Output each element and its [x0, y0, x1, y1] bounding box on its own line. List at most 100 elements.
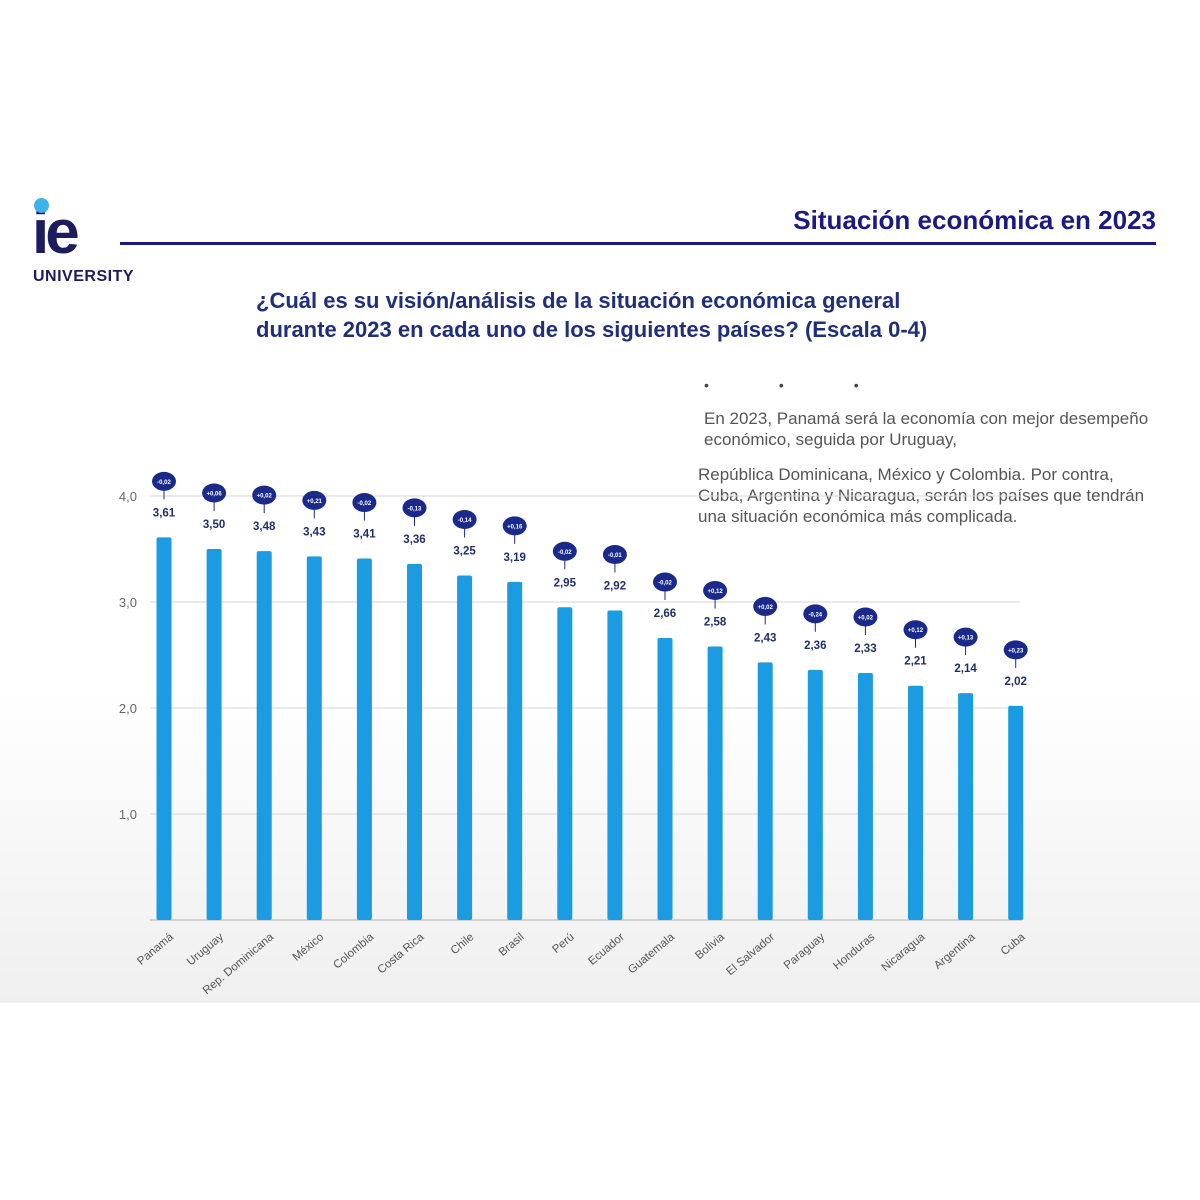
summary-paragraph-1: En 2023, Panamá será la economía con mej…	[704, 409, 1149, 449]
category-label: Honduras	[831, 931, 877, 972]
change-label: +0,23	[1008, 648, 1024, 654]
category-label: Perú	[550, 931, 576, 956]
y-tick-label: 2,0	[119, 701, 137, 716]
change-badge	[903, 620, 928, 640]
value-label: 2,58	[704, 617, 727, 629]
bar-7	[457, 575, 473, 920]
bar-1	[156, 537, 172, 920]
bar-5	[356, 558, 372, 920]
category-label: Ecuador	[586, 931, 627, 968]
title-divider	[120, 242, 1156, 245]
change-label: -0,13	[408, 506, 422, 512]
value-label: 2,66	[654, 608, 676, 620]
change-label: -0,02	[558, 550, 572, 556]
change-label: +0,02	[858, 616, 874, 622]
change-label: -0,24	[808, 612, 822, 618]
change-badge	[1003, 640, 1028, 660]
change-badge	[803, 604, 828, 624]
value-label: 2,43	[754, 632, 776, 644]
change-label: +0,02	[257, 494, 273, 500]
value-label: 2,95	[554, 577, 577, 589]
change-label: -0,01	[608, 553, 622, 559]
bar-16	[908, 685, 923, 920]
change-label: +0,16	[507, 524, 523, 530]
change-badge	[753, 596, 778, 616]
value-label: 2,36	[804, 640, 826, 652]
change-badge	[352, 493, 377, 513]
value-label: 3,43	[303, 526, 325, 538]
bar-13	[757, 662, 773, 920]
change-badge	[552, 541, 577, 561]
change-label: +0,21	[307, 499, 323, 505]
value-label: 2,14	[954, 663, 977, 675]
value-label: 3,61	[153, 507, 176, 519]
value-label: 3,48	[253, 521, 276, 533]
category-label: Argentina	[932, 931, 978, 972]
change-badge	[252, 485, 277, 505]
bar-15	[857, 673, 873, 920]
category-label: Paraguay	[782, 931, 828, 972]
change-label: -0,02	[358, 501, 372, 507]
bar-6	[407, 563, 422, 920]
value-label: 2,92	[604, 580, 626, 592]
change-badge	[302, 490, 327, 510]
ie-university-logo: ie UNIVERSITY	[28, 196, 148, 296]
bar-chart: 1,0 2,0 3,0 4,0 3,61 -0,02 Panamá 3,50 +0,06 Urug…	[119, 471, 1028, 997]
bar-18	[1008, 705, 1024, 920]
y-tick-label: 1,0	[119, 807, 137, 822]
category-label: Brasil	[497, 931, 527, 959]
bar-11	[657, 638, 673, 920]
bar-2	[206, 549, 222, 920]
value-label: 3,50	[203, 519, 225, 531]
change-badge	[853, 607, 878, 627]
category-label: Cuba	[999, 931, 1028, 958]
decorative-dots: •••	[704, 377, 929, 393]
value-label: 3,36	[403, 534, 425, 546]
change-label: +0,13	[958, 636, 974, 642]
y-tick-label: 4,0	[119, 489, 137, 504]
category-label: Costa Rica	[376, 931, 427, 977]
bar-8	[507, 581, 523, 920]
bar-3	[256, 551, 272, 920]
change-label: -0,14	[458, 518, 472, 524]
category-label: Chile	[449, 931, 477, 957]
category-label: Guatemala	[626, 931, 677, 977]
change-badge	[502, 516, 527, 536]
summary-paragraph-2: República Dominicana, México y Colombia.…	[698, 465, 1145, 526]
change-label: +0,02	[758, 605, 774, 611]
slide-title: Situación económica en 2023	[793, 205, 1156, 235]
logo-subtext: UNIVERSITY	[33, 268, 135, 285]
value-label: 2,33	[854, 643, 876, 655]
change-label: +0,06	[207, 492, 223, 498]
category-label: Bolivia	[693, 931, 727, 962]
change-badge	[202, 483, 227, 503]
summary-note: En 2023, Panamá será la economía con mej…	[698, 408, 1160, 527]
value-label: 3,19	[504, 552, 526, 564]
value-label: 2,02	[1005, 676, 1027, 688]
change-badge	[452, 510, 477, 529]
value-label: 3,41	[353, 529, 376, 541]
category-label: El Salvador	[724, 931, 777, 978]
survey-question: ¿Cuál es su visión/análisis de la situac…	[256, 288, 928, 342]
category-label: Colombia	[331, 931, 376, 972]
bar-4	[306, 556, 322, 920]
bar-10	[607, 610, 623, 920]
bar-14	[807, 669, 823, 920]
value-label: 2,21	[904, 656, 927, 668]
change-badge	[953, 627, 978, 647]
y-tick-label: 3,0	[119, 595, 137, 610]
category-label: México	[291, 931, 327, 964]
change-label: +0,12	[908, 628, 924, 634]
change-label: -0,02	[658, 581, 672, 587]
change-badge	[152, 471, 176, 491]
change-badge	[602, 544, 627, 564]
change-label: -0,02	[157, 480, 171, 486]
bar-9	[557, 607, 573, 920]
change-badge	[402, 498, 427, 518]
category-label: Nicaragua	[880, 931, 928, 974]
logo-dot-icon	[34, 198, 49, 213]
change-label: +0,12	[708, 589, 724, 595]
bar-17	[958, 693, 974, 920]
value-label: 3,25	[453, 546, 476, 558]
change-badge	[703, 581, 728, 601]
